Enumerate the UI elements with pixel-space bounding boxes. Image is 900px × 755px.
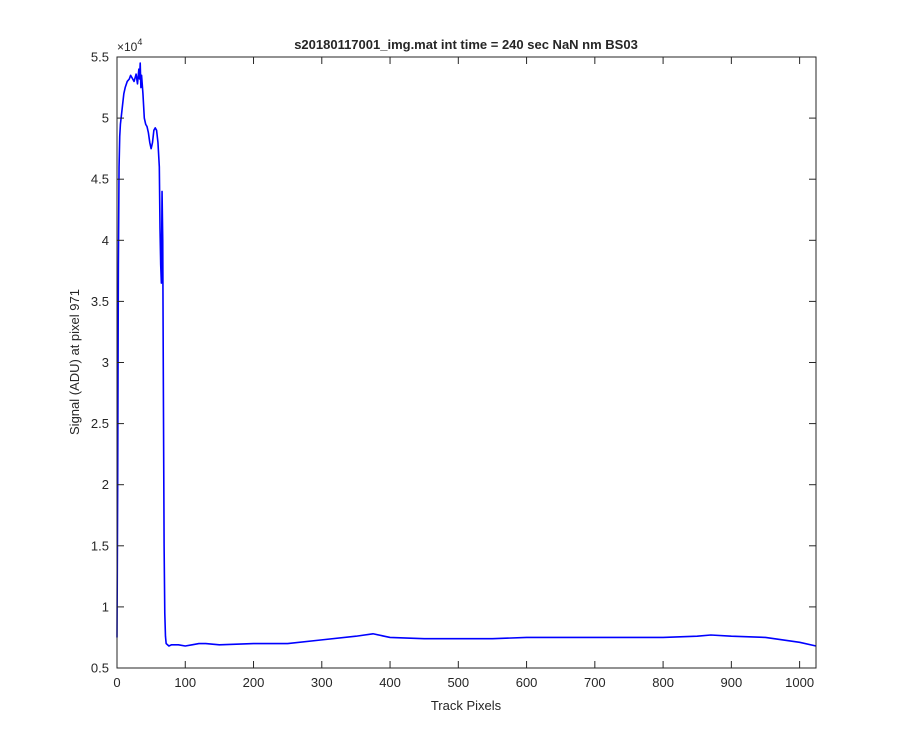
x-tick-label: 900	[721, 675, 743, 690]
x-axis-ticks: 0 100 200 300 400 500 600 700 800 900 1000	[113, 57, 814, 690]
x-tick-label: 100	[174, 675, 196, 690]
y-tick-label: 3	[102, 355, 109, 370]
series-layer	[116, 62, 817, 647]
y-tick-label: 5.5	[91, 50, 109, 65]
x-tick-label: 300	[311, 675, 333, 690]
y-tick-label: 4.5	[91, 172, 109, 187]
x-tick-label: 0	[113, 675, 120, 690]
plot-area	[117, 57, 816, 668]
y-axis-exponent-base: ×10	[117, 40, 138, 54]
y-axis-ticks: 0.5 1 1.5 2 2.5 3 3.5 4 4.5 5 5.5	[91, 50, 816, 676]
x-tick-label: 600	[516, 675, 538, 690]
y-axis-exponent: ×104	[117, 37, 142, 54]
y-tick-label: 2	[102, 477, 109, 492]
x-tick-label: 400	[379, 675, 401, 690]
x-tick-label: 800	[652, 675, 674, 690]
y-tick-label: 2.5	[91, 416, 109, 431]
x-axis-label: Track Pixels	[431, 698, 502, 713]
y-tick-label: 1	[102, 599, 109, 614]
y-tick-label: 5	[102, 111, 109, 126]
series-line-0	[116, 62, 817, 647]
y-axis-label: Signal (ADU) at pixel 971	[67, 289, 82, 435]
x-tick-label: 500	[447, 675, 469, 690]
chart-title: s20180117001_img.mat int time = 240 sec …	[294, 37, 638, 52]
x-tick-label: 1000	[785, 675, 814, 690]
y-tick-label: 4	[102, 233, 109, 248]
x-tick-label: 200	[243, 675, 265, 690]
y-tick-label: 3.5	[91, 294, 109, 309]
y-tick-label: 1.5	[91, 538, 109, 553]
y-axis-exponent-power: 4	[137, 37, 142, 47]
y-tick-label: 0.5	[91, 661, 109, 676]
x-tick-label: 700	[584, 675, 606, 690]
